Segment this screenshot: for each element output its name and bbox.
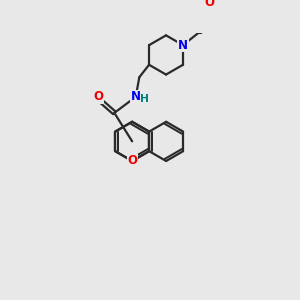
Text: O: O [93,90,103,103]
Text: H: H [140,94,149,103]
Text: O: O [205,0,215,9]
Text: N: N [178,39,188,52]
Text: N: N [131,90,141,103]
Text: O: O [127,154,137,167]
